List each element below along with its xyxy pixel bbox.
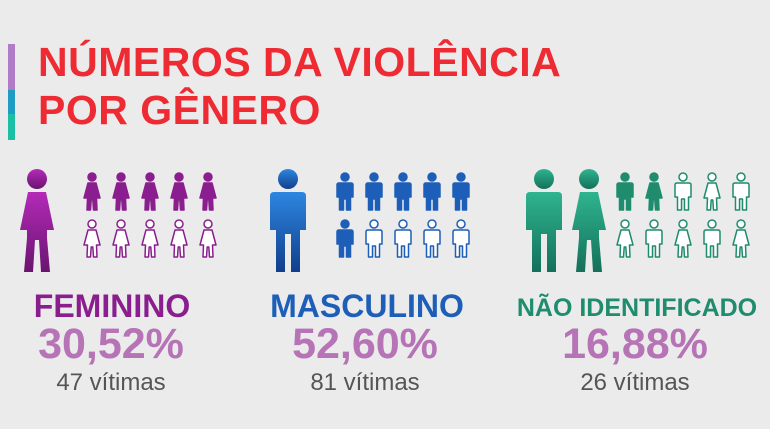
icon-cell (446, 219, 475, 266)
icon-cell (388, 172, 417, 219)
filled-male-icon (615, 172, 634, 211)
icon-cell (193, 219, 222, 266)
icon-cell (639, 172, 668, 219)
filled-female-icon (644, 172, 663, 211)
filled-female-icon (169, 172, 188, 211)
filled-female-icon (140, 172, 159, 211)
icon-cell (610, 172, 639, 219)
filled-male-icon (393, 172, 412, 211)
percent-masculino: 52,60% (292, 320, 438, 368)
filled-male-icon (335, 219, 354, 258)
filled-female-icon (198, 172, 217, 211)
filled-male-icon (364, 172, 383, 211)
icon-cell (106, 219, 135, 266)
icon-cell (697, 219, 726, 266)
icon-cell (610, 219, 639, 266)
icon-cell (193, 172, 222, 219)
label-masculino: MASCULINO (270, 288, 464, 324)
icon-cell (135, 219, 164, 266)
count-feminino: 47 vítimas (56, 369, 166, 396)
icon-cell (164, 172, 193, 219)
count-masculino: 81 vítimas (310, 369, 420, 396)
icon-cell (359, 219, 388, 266)
icon-cell (359, 172, 388, 219)
filled-female-icon (111, 172, 130, 211)
icon-cell (417, 172, 446, 219)
outline-male-icon (731, 172, 750, 211)
icon-grid-nao-identificado (610, 172, 755, 266)
title-line-1: NÚMEROS DA VIOLÊNCIA (38, 39, 562, 85)
icon-cell (135, 172, 164, 219)
outline-female-icon (673, 219, 692, 258)
icon-cell (330, 172, 359, 219)
percent-nao-identificado: 16,88% (562, 320, 708, 368)
icon-cell (639, 219, 668, 266)
icon-cell (668, 219, 697, 266)
outline-male-icon (702, 219, 721, 258)
female-large-icon (20, 169, 54, 272)
female-large-icon (572, 169, 606, 272)
filled-male-icon (451, 172, 470, 211)
icon-cell (446, 172, 475, 219)
count-nao-identificado: 26 vítimas (580, 369, 690, 396)
icon-cell (388, 219, 417, 266)
outline-female-icon (140, 219, 159, 258)
title-accent-bar (8, 44, 15, 140)
icon-grid-feminino (77, 172, 222, 266)
outline-female-icon (198, 219, 217, 258)
icon-grid-masculino (330, 172, 475, 266)
icon-cell (77, 172, 106, 219)
icon-cell (726, 172, 755, 219)
outline-female-icon (111, 219, 130, 258)
male-large-icon (526, 169, 562, 272)
icon-cell (77, 219, 106, 266)
label-feminino: FEMININO (33, 288, 191, 324)
icon-cell (668, 172, 697, 219)
icon-cell (697, 172, 726, 219)
filled-male-icon (422, 172, 441, 211)
outline-female-icon (702, 172, 721, 211)
outline-male-icon (673, 172, 692, 211)
page-title: NÚMEROS DA VIOLÊNCIA POR GÊNERO (38, 38, 561, 134)
outline-male-icon (422, 219, 441, 258)
title-line-2: POR GÊNERO (38, 87, 321, 133)
filled-male-icon (335, 172, 354, 211)
icon-cell (330, 219, 359, 266)
icon-cell (726, 219, 755, 266)
male-large-icon (270, 169, 306, 272)
outline-female-icon (731, 219, 750, 258)
outline-male-icon (364, 219, 383, 258)
outline-male-icon (644, 219, 663, 258)
outline-male-icon (451, 219, 470, 258)
filled-female-icon (82, 172, 101, 211)
icon-cell (164, 219, 193, 266)
icon-cell (417, 219, 446, 266)
outline-male-icon (393, 219, 412, 258)
outline-female-icon (82, 219, 101, 258)
label-nao-identificado: NÃO IDENTIFICADO (516, 294, 758, 322)
outline-female-icon (169, 219, 188, 258)
icon-cell (106, 172, 135, 219)
outline-female-icon (615, 219, 634, 258)
percent-feminino: 30,52% (38, 320, 184, 368)
